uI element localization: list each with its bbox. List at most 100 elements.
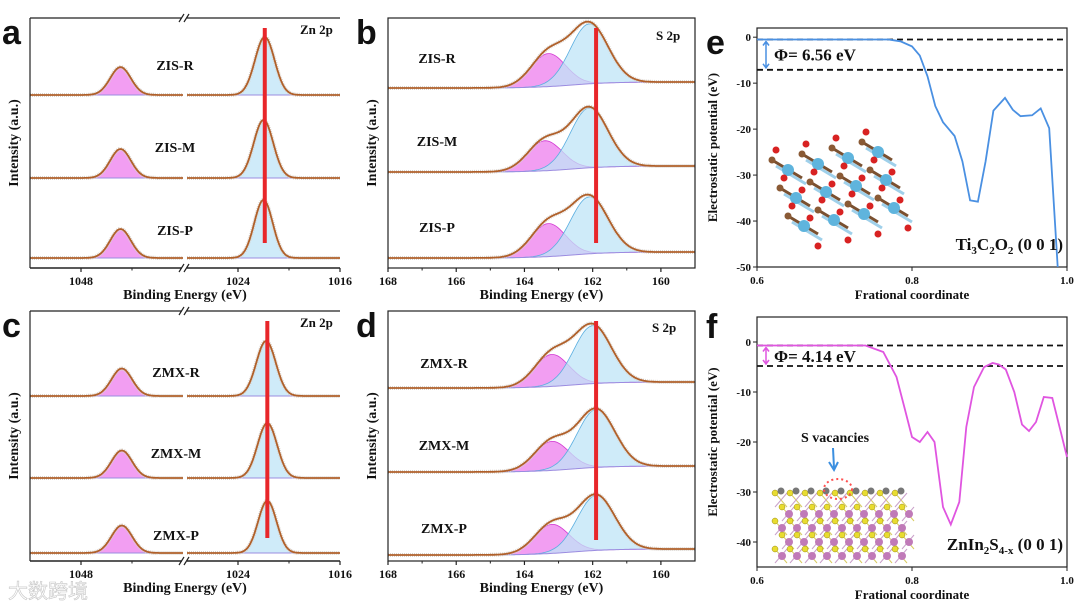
bond xyxy=(819,492,833,508)
in-atom xyxy=(785,538,793,546)
bond xyxy=(849,492,863,508)
in-atom xyxy=(778,552,786,560)
sample-label: ZMX-M xyxy=(419,439,470,454)
axis-break-mark xyxy=(178,263,190,273)
sample-label: ZMX-P xyxy=(153,529,199,544)
y-axis-label: Electrostatic potential (eV) xyxy=(705,367,720,516)
o-atom xyxy=(844,236,852,244)
s-atom xyxy=(868,503,876,511)
xps-panel-d: 168 166 164 162 160 xyxy=(379,310,696,581)
x-tick-label: 160 xyxy=(652,567,670,581)
o-atom xyxy=(780,174,788,182)
panel-letter-e: e xyxy=(706,24,725,62)
in-atom xyxy=(860,510,868,518)
o-atom xyxy=(848,190,856,198)
ti-atom xyxy=(812,158,824,170)
s-atom xyxy=(831,545,839,553)
structure-label-part: (0 0 1) xyxy=(1013,235,1063,254)
s-atom xyxy=(778,503,786,511)
in-atom xyxy=(898,552,906,560)
x-tick-label: 166 xyxy=(447,567,465,581)
in-atom xyxy=(815,538,823,546)
y-tick-label: -40 xyxy=(736,216,751,228)
structure-label-part: (0 0 1) xyxy=(1013,535,1063,554)
y-tick-label: -10 xyxy=(736,387,751,399)
s-atom xyxy=(831,517,839,525)
structure-label-part: O xyxy=(995,235,1008,254)
y-tick-label: -30 xyxy=(736,487,751,499)
x-tick-label: 1.0 xyxy=(1060,575,1074,587)
o-atom xyxy=(828,180,836,188)
core-level-title: S 2p xyxy=(656,28,680,43)
in-atom xyxy=(808,552,816,560)
core-level-title: Zn 2p xyxy=(300,22,333,37)
y-tick-label: -30 xyxy=(736,170,751,182)
structure-label-part: 4-x xyxy=(999,545,1014,557)
in-atom xyxy=(883,524,891,532)
axis-break-mark xyxy=(178,306,190,316)
component-fill-blue xyxy=(388,196,695,258)
s-atom xyxy=(861,545,869,553)
o-atom xyxy=(858,174,866,182)
y-axis-label: Electrostatic potential (eV) xyxy=(705,73,720,222)
o-atom xyxy=(896,196,904,204)
s-atom xyxy=(876,517,884,525)
x-axis-label: Frational coordinate xyxy=(855,287,970,302)
s-atom xyxy=(861,489,869,497)
s-atom xyxy=(816,545,824,553)
fitted-envelope xyxy=(30,228,183,259)
potential-curve xyxy=(757,38,1059,268)
structure-label-part: 2 xyxy=(984,545,990,557)
s-atom xyxy=(883,531,891,539)
double-arrow-icon xyxy=(762,40,770,70)
in-atom xyxy=(793,552,801,560)
work-function-label: Φ= 4.14 eV xyxy=(774,347,857,366)
fitted-envelope xyxy=(388,493,695,556)
ti-atom xyxy=(888,202,900,214)
s-atom xyxy=(816,489,824,497)
component-fill-blue xyxy=(388,409,695,472)
x-tick-label: 1016 xyxy=(328,567,352,581)
double-arrow-icon xyxy=(762,346,770,366)
c-atom xyxy=(806,178,814,186)
fitted-envelope xyxy=(30,367,183,397)
spectrum-ZMX-M xyxy=(30,420,340,480)
x-tick-label: 1024 xyxy=(226,567,250,581)
sample-label: ZIS-R xyxy=(418,52,456,67)
spectrum-ZMX-R xyxy=(30,338,340,398)
structure-label-part: Ti xyxy=(956,235,972,254)
in-atom xyxy=(785,510,793,518)
xps-panel-a: 1048 1024 1016 xyxy=(29,13,352,288)
fitted-envelope xyxy=(187,422,340,479)
spectrum-ZMX-M xyxy=(388,406,695,474)
in-atom xyxy=(793,524,801,532)
s-atom xyxy=(853,531,861,539)
s-atom xyxy=(883,503,891,511)
in-atom xyxy=(868,552,876,560)
component-fill-magenta xyxy=(388,140,695,172)
bond xyxy=(774,492,788,508)
in-atom xyxy=(845,538,853,546)
component-fill-magenta xyxy=(30,229,183,258)
y-tick-label: -20 xyxy=(736,437,751,449)
fitted-envelope xyxy=(388,407,695,473)
xps-panel-b: 168 166 164 162 160 xyxy=(379,17,696,288)
s-atom xyxy=(793,503,801,511)
y-tick-label: -20 xyxy=(736,124,751,136)
c-atom xyxy=(858,138,866,146)
component-fill-magenta xyxy=(30,67,183,95)
sample-label: ZIS-M xyxy=(417,135,457,150)
o-atom xyxy=(806,214,814,222)
component-fill-magenta xyxy=(30,525,183,553)
ti-atom xyxy=(820,186,832,198)
component-fill-blue xyxy=(187,341,340,396)
o-atom xyxy=(874,230,882,238)
zn-atom xyxy=(867,487,875,495)
panel-letter-c: c xyxy=(2,307,21,345)
panel-letter-a: a xyxy=(2,14,22,52)
y-tick-label: 0 xyxy=(746,337,752,349)
structure-label-part: 2 xyxy=(989,245,995,257)
s-atom xyxy=(861,517,869,525)
